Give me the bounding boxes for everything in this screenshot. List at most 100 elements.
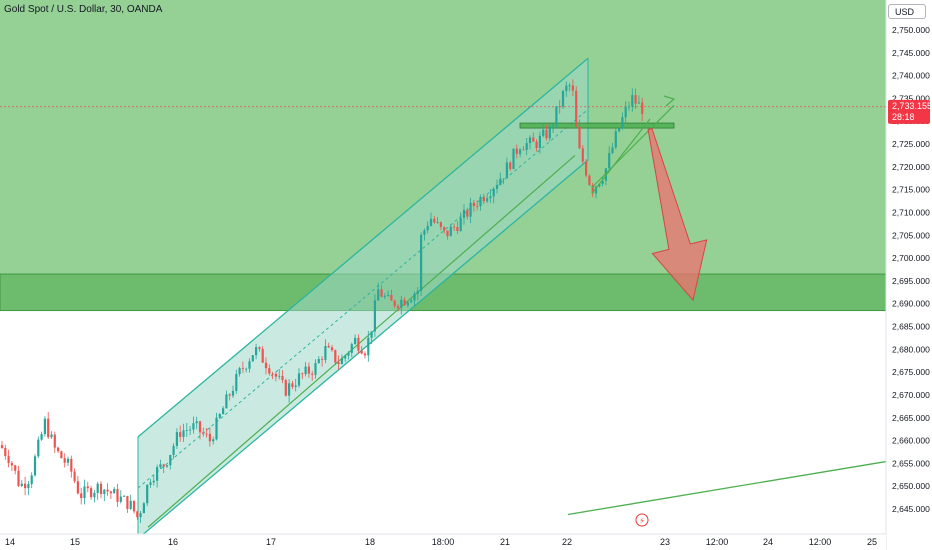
symbol-title: Gold Spot / U.S. Dollar, 30, OANDA xyxy=(4,4,163,15)
price-tag xyxy=(888,99,930,124)
x-tick-label: 15 xyxy=(70,537,80,547)
candle-body xyxy=(456,227,459,232)
candle-body xyxy=(618,128,621,132)
candle-body xyxy=(591,184,594,194)
candle-body xyxy=(212,439,215,442)
candle-body xyxy=(245,368,248,370)
candle-body xyxy=(20,483,23,486)
candle-body xyxy=(594,186,598,194)
candle-body xyxy=(202,432,205,434)
y-tick-label: 2,655.000 xyxy=(892,458,930,468)
currency-button[interactable]: USD xyxy=(888,4,926,19)
triangle-upper-line xyxy=(591,104,675,188)
candle-body xyxy=(363,353,367,356)
candle-body xyxy=(571,85,574,91)
candle-body xyxy=(192,423,195,430)
candle-body xyxy=(311,373,314,375)
forecast-arrow xyxy=(647,127,708,302)
candle-body xyxy=(429,218,433,226)
resistance-box xyxy=(519,122,675,129)
candle-body xyxy=(30,475,33,485)
candle-body xyxy=(96,483,99,493)
y-tick-label: 2,665.000 xyxy=(892,413,930,423)
candle-body xyxy=(189,429,192,431)
y-tick-label: 2,645.000 xyxy=(892,504,930,514)
candle-body xyxy=(453,226,456,228)
candle-body xyxy=(142,503,145,514)
candle-body xyxy=(304,366,307,375)
candle-body xyxy=(568,85,571,87)
candle-body xyxy=(466,209,469,217)
y-tick-label: 2,750.000 xyxy=(892,25,930,35)
y-tick-label: 2,740.000 xyxy=(892,71,930,81)
candle-body xyxy=(614,131,617,148)
candle-body xyxy=(380,289,383,297)
candle-body xyxy=(327,345,330,348)
y-tick-label: 2,700.000 xyxy=(892,253,930,263)
candle-body xyxy=(321,359,324,360)
candle-body xyxy=(248,361,251,369)
candle-body xyxy=(357,337,360,351)
time-axis-panel xyxy=(0,534,886,550)
triangle-arrowhead xyxy=(663,95,676,107)
candle-body xyxy=(109,491,112,494)
candle-body xyxy=(195,421,198,424)
candle-body xyxy=(33,456,37,476)
candle-body xyxy=(462,209,466,218)
candle-body xyxy=(486,198,489,202)
candle-body xyxy=(519,149,522,154)
candle-body xyxy=(423,230,426,235)
candle-body xyxy=(601,180,604,185)
candle-body xyxy=(558,106,561,108)
candle-body xyxy=(387,294,390,296)
candle-body xyxy=(278,375,281,377)
candle-body xyxy=(641,102,644,114)
candle-body xyxy=(469,202,472,217)
candle-body xyxy=(585,161,588,176)
candle-body xyxy=(63,458,66,463)
candle-body xyxy=(317,359,320,364)
candle-body xyxy=(373,300,376,332)
candle-body xyxy=(225,394,228,409)
candle-body xyxy=(218,414,221,418)
candle-body xyxy=(502,178,505,180)
channel-lower-line xyxy=(137,159,589,540)
y-tick-label: 2,690.000 xyxy=(892,299,930,309)
triangle-lower-line xyxy=(591,118,651,194)
channel-mid-line xyxy=(137,108,589,489)
candle-body xyxy=(459,217,462,232)
candle-body xyxy=(264,362,268,369)
candle-body xyxy=(27,484,30,489)
candle-body xyxy=(149,482,152,485)
candle-body xyxy=(449,226,452,237)
candle-body xyxy=(172,445,175,455)
candle-body xyxy=(126,496,129,509)
candle-body xyxy=(555,106,558,126)
candle-body xyxy=(231,390,235,396)
candle-body xyxy=(420,234,423,291)
candle-body xyxy=(598,184,601,187)
price-axis-panel xyxy=(886,0,932,550)
candle-body xyxy=(238,368,241,375)
candle-body xyxy=(113,489,116,494)
bottom-trendline xyxy=(567,460,887,516)
candle-body xyxy=(86,486,89,489)
candle-body xyxy=(76,481,79,494)
candle-body xyxy=(169,454,172,466)
y-tick-label: 2,650.000 xyxy=(892,481,930,491)
lightning-icon: ⚡ xyxy=(639,517,645,526)
candle-body xyxy=(40,434,43,440)
candle-body xyxy=(334,350,337,363)
candle-body xyxy=(156,467,159,481)
y-tick-label: 2,710.000 xyxy=(892,207,930,217)
candle-body xyxy=(406,302,409,306)
candle-body xyxy=(548,126,551,139)
candle-body xyxy=(314,363,317,375)
candle-body xyxy=(532,137,535,142)
candle-body xyxy=(271,373,274,375)
candle-body xyxy=(123,496,126,497)
candle-body xyxy=(347,352,350,356)
candle-body xyxy=(106,489,109,492)
